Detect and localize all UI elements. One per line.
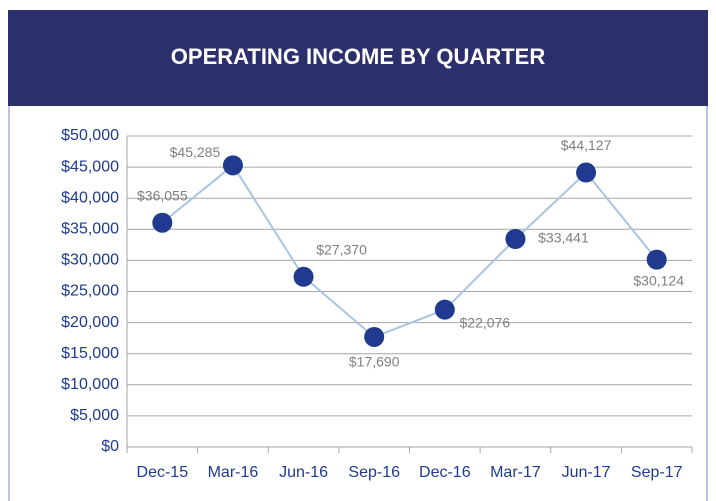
- y-tick-label: $45,000: [61, 158, 119, 175]
- data-label: $30,124: [633, 272, 684, 288]
- chart-title: OPERATING INCOME BY QUARTER: [171, 44, 546, 69]
- data-label: $22,076: [460, 314, 511, 330]
- marker: [293, 266, 314, 287]
- data-label: $44,127: [561, 137, 612, 153]
- data-label: $45,285: [170, 144, 221, 160]
- y-tick-label: $40,000: [61, 189, 119, 206]
- x-tick-label: Dec-16: [419, 464, 471, 481]
- marker: [646, 249, 667, 270]
- x-tick-label: Dec-15: [137, 464, 189, 481]
- marker: [364, 326, 385, 347]
- marker: [505, 228, 526, 249]
- line: [161, 163, 658, 339]
- y-tick-label: $20,000: [61, 314, 119, 331]
- y-tick-label: $15,000: [61, 345, 119, 362]
- x-tick-label: Sep-17: [631, 464, 683, 481]
- data-label: $33,441: [538, 230, 589, 246]
- data-label: $27,370: [316, 241, 367, 257]
- x-tick-label: Jun-17: [562, 464, 611, 481]
- y-tick-label: $5,000: [70, 407, 119, 424]
- marker: [434, 299, 455, 320]
- x-tick-label: Jun-16: [279, 464, 328, 481]
- marker: [222, 155, 243, 176]
- data-label: $17,690: [349, 354, 400, 370]
- y-tick-label: $10,000: [61, 376, 119, 393]
- x-tick-label: Mar-16: [208, 464, 259, 481]
- x-tick-label: Mar-17: [490, 464, 541, 481]
- marker: [576, 162, 597, 183]
- y-tick-label: $0: [101, 438, 119, 455]
- data-label: $36,055: [137, 187, 188, 203]
- y-tick-label: $25,000: [61, 283, 119, 300]
- y-tick-label: $50,000: [61, 127, 119, 144]
- y-tick-label: $35,000: [61, 221, 119, 238]
- x-tick-label: Sep-16: [348, 464, 400, 481]
- title-banner: [8, 10, 708, 106]
- y-tick-label: $30,000: [61, 252, 119, 269]
- marker: [152, 212, 173, 233]
